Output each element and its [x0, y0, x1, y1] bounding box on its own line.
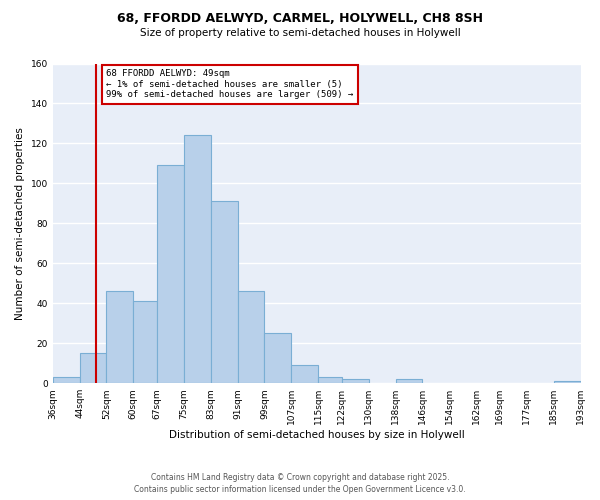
- Text: Contains HM Land Registry data © Crown copyright and database right 2025.: Contains HM Land Registry data © Crown c…: [151, 472, 449, 482]
- Bar: [106, 292, 133, 383]
- Bar: [211, 202, 238, 383]
- Bar: [292, 365, 318, 383]
- Bar: [238, 292, 265, 383]
- Bar: [133, 302, 157, 383]
- Bar: [184, 136, 211, 383]
- Bar: [318, 377, 342, 383]
- Bar: [395, 379, 422, 383]
- Text: Contains public sector information licensed under the Open Government Licence v3: Contains public sector information licen…: [134, 485, 466, 494]
- Bar: [342, 379, 368, 383]
- Bar: [157, 166, 184, 383]
- Bar: [80, 353, 106, 383]
- Text: 68 FFORDD AELWYD: 49sqm
← 1% of semi-detached houses are smaller (5)
99% of semi: 68 FFORDD AELWYD: 49sqm ← 1% of semi-det…: [106, 70, 354, 100]
- Bar: [554, 381, 581, 383]
- Text: Size of property relative to semi-detached houses in Holywell: Size of property relative to semi-detach…: [140, 28, 460, 38]
- Bar: [265, 334, 292, 383]
- Bar: [53, 377, 80, 383]
- Text: 68, FFORDD AELWYD, CARMEL, HOLYWELL, CH8 8SH: 68, FFORDD AELWYD, CARMEL, HOLYWELL, CH8…: [117, 12, 483, 26]
- Y-axis label: Number of semi-detached properties: Number of semi-detached properties: [15, 127, 25, 320]
- X-axis label: Distribution of semi-detached houses by size in Holywell: Distribution of semi-detached houses by …: [169, 430, 464, 440]
